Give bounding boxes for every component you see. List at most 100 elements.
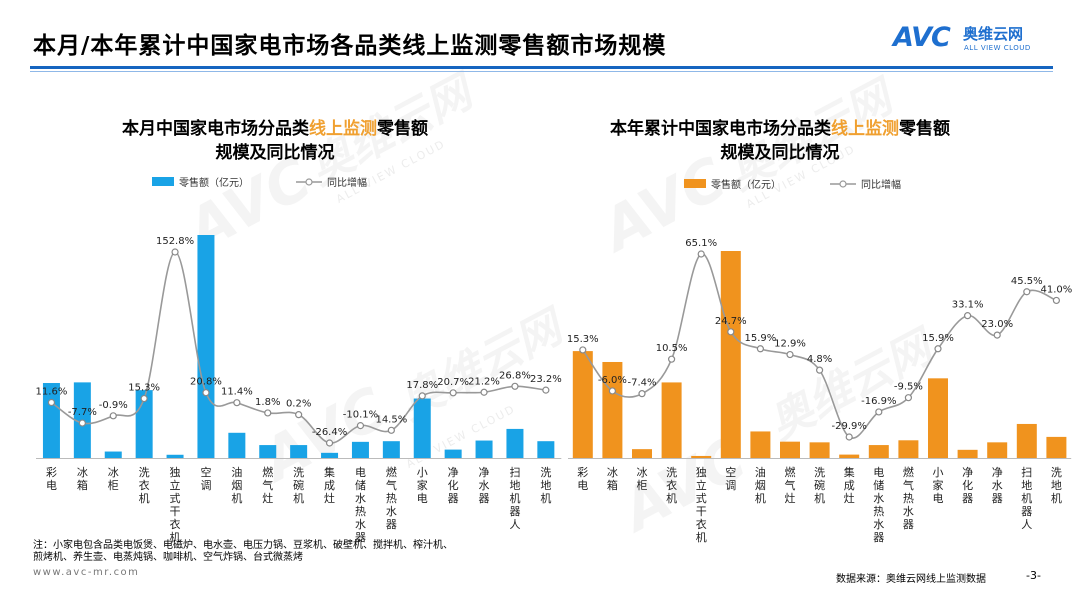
right-title-pre: 本年累计中国家电市场分品类: [610, 119, 831, 139]
right-yoy-label: -16.9%: [861, 396, 896, 407]
right-category-label: 净水器: [992, 465, 1003, 505]
left-bar: [444, 449, 462, 458]
header-divider: [30, 66, 1053, 69]
right-category-label: 燃气热水器: [903, 465, 914, 531]
right-bar: [868, 445, 889, 458]
left-yoy-marker: [356, 422, 365, 430]
right-bar: [809, 442, 830, 458]
left-category-label: 冰柜: [108, 466, 119, 492]
right-yoy-label: 45.5%: [1011, 276, 1043, 287]
right-title-highlight: 线上监测: [831, 119, 899, 139]
left-title-post: 零售额: [377, 119, 428, 139]
right-category-label: 洗碗机: [814, 466, 825, 505]
right-bar: [1046, 436, 1067, 458]
left-yoy-label: 11.6%: [36, 386, 68, 397]
right-yoy-label: 23.0%: [981, 319, 1013, 330]
left-yoy-marker: [171, 248, 179, 256]
left-category-label: 电储水热水器: [355, 466, 366, 544]
left-legend-line-marker: [305, 178, 313, 186]
right-category-label: 油烟机: [755, 465, 766, 505]
right-bar: [750, 431, 771, 458]
right-yoy-label: 10.5%: [656, 343, 688, 354]
left-category-label: 独立式干衣机: [170, 466, 181, 544]
right-yoy-label: 15.9%: [745, 333, 777, 344]
left-yoy-label: 20.8%: [190, 377, 222, 388]
right-yoy-marker: [638, 390, 646, 398]
left-title-highlight: 线上监测: [309, 119, 377, 139]
right-yoy-marker: [904, 394, 913, 402]
left-yoy-label: 26.8%: [499, 370, 531, 381]
left-bar: [228, 432, 246, 458]
left-bar: [475, 440, 493, 458]
left-bar: [506, 428, 524, 458]
right-category-label: 空调: [725, 465, 736, 492]
footnote: 注：小家电包含品类电饭煲、电磁炉、电水壶、电压力锅、豆浆机、破壁机、搅拌机、榨汁…: [33, 540, 453, 564]
right-category-label: 冰箱: [607, 466, 618, 492]
website-link[interactable]: www.avc-mr.com: [33, 567, 140, 578]
right-yoy-marker: [756, 345, 765, 353]
page-title: 本月/本年累计中国家电市场各品类线上监测零售额市场规模: [33, 33, 667, 59]
left-bar: [290, 445, 308, 458]
right-bar: [928, 378, 948, 458]
right-yoy-label: 15.3%: [567, 334, 599, 345]
left-title-pre: 本月中国家电市场分品类: [122, 119, 309, 139]
right-legend-line-marker: [839, 180, 847, 188]
left-yoy-label: 17.8%: [406, 380, 438, 391]
left-bar: [351, 441, 369, 458]
left-title-line2: 规模及同比情况: [215, 143, 335, 163]
left-yoy-marker: [264, 409, 272, 417]
right-category-label: 燃气灶: [785, 465, 796, 505]
left-bar: [197, 235, 215, 458]
right-yoy-marker: [934, 345, 942, 353]
left-category-label: 彩电: [46, 466, 57, 492]
left-category-label: 净水器: [479, 465, 490, 505]
page-number: -3-: [1026, 569, 1041, 582]
left-yoy-marker: [295, 411, 303, 419]
right-yoy-label: -29.9%: [832, 421, 867, 432]
right-yoy-label: 15.9%: [922, 333, 954, 344]
left-category-label: 燃气热水器: [386, 465, 397, 531]
left-yoy-label: 14.5%: [375, 414, 407, 425]
left-chart-title: 本月中国家电市场分品类线上监测零售额 规模及同比情况: [55, 117, 495, 165]
header-divider-thin: [30, 71, 1053, 72]
right-legend-line-label: 同比增幅: [861, 178, 901, 191]
right-bar: [957, 449, 978, 458]
right-bar: [780, 441, 800, 458]
right-category-label: 冰柜: [637, 466, 648, 492]
left-yoy-marker: [511, 382, 519, 390]
right-category-label: 彩电: [577, 466, 588, 492]
right-bar: [898, 440, 919, 458]
left-yoy-label: 15.3%: [128, 383, 160, 394]
right-category-label: 净化器: [962, 465, 973, 505]
right-legend-bar-swatch: [684, 179, 706, 188]
right-yoy-marker: [579, 346, 587, 354]
left-yoy-label: 20.7%: [437, 377, 469, 388]
data-source: 数据来源：奥维云网线上监测数据: [836, 574, 986, 585]
right-yoy-marker: [1052, 296, 1061, 305]
right-yoy-line: [582, 253, 1057, 439]
right-yoy-marker: [845, 433, 853, 441]
left-yoy-marker: [47, 398, 56, 407]
right-yoy-label: 4.8%: [807, 354, 832, 365]
left-yoy-label: 152.8%: [156, 236, 194, 247]
left-yoy-label: -0.9%: [99, 400, 128, 411]
right-category-label: 扫地机器人: [1021, 466, 1032, 531]
right-yoy-marker: [667, 355, 676, 363]
left-yoy-label: -7.7%: [68, 407, 97, 418]
left-legend-bar-swatch: [152, 177, 174, 186]
logo-mark: AVC: [893, 22, 951, 53]
left-yoy-marker: [480, 388, 488, 396]
left-bar: [382, 441, 400, 458]
left-yoy-marker: [140, 394, 148, 403]
left-yoy-marker: [387, 426, 395, 434]
left-category-label: 洗衣机: [139, 466, 150, 505]
footnote-line-1: 注：小家电包含品类电饭煲、电磁炉、电水壶、电压力锅、豆浆机、破壁机、搅拌机、榨汁…: [33, 540, 453, 551]
right-yoy-label: 24.7%: [715, 316, 747, 327]
left-yoy-marker: [418, 392, 426, 400]
right-yoy-marker: [727, 328, 735, 336]
left-yoy-label: 1.8%: [255, 397, 280, 408]
left-bar: [321, 452, 339, 458]
right-category-label: 洗衣机: [666, 466, 677, 505]
right-title-post: 零售额: [899, 119, 950, 139]
right-title-line2: 规模及同比情况: [720, 143, 840, 163]
